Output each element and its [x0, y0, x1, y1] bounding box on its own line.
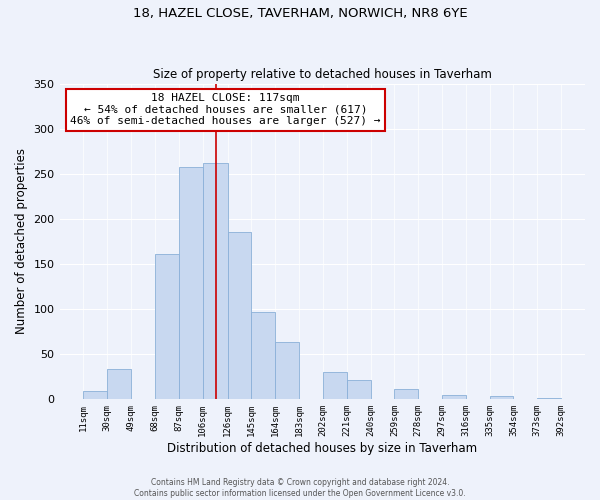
Text: 18 HAZEL CLOSE: 117sqm
← 54% of detached houses are smaller (617)
46% of semi-de: 18 HAZEL CLOSE: 117sqm ← 54% of detached… — [70, 93, 380, 126]
Bar — [275, 342, 299, 400]
Bar — [394, 390, 418, 400]
Text: Contains HM Land Registry data © Crown copyright and database right 2024.
Contai: Contains HM Land Registry data © Crown c… — [134, 478, 466, 498]
Bar — [251, 312, 275, 400]
Text: 18, HAZEL CLOSE, TAVERHAM, NORWICH, NR8 6YE: 18, HAZEL CLOSE, TAVERHAM, NORWICH, NR8 … — [133, 8, 467, 20]
Title: Size of property relative to detached houses in Taverham: Size of property relative to detached ho… — [153, 68, 492, 81]
Bar — [323, 372, 347, 400]
Bar — [107, 368, 131, 400]
Bar — [537, 398, 561, 400]
Bar — [179, 166, 203, 400]
Bar — [203, 163, 227, 400]
Bar — [227, 232, 251, 400]
X-axis label: Distribution of detached houses by size in Taverham: Distribution of detached houses by size … — [167, 442, 478, 455]
Bar — [347, 380, 371, 400]
Bar — [442, 395, 466, 400]
Bar — [83, 391, 107, 400]
Bar — [490, 396, 514, 400]
Y-axis label: Number of detached properties: Number of detached properties — [15, 148, 28, 334]
Bar — [155, 254, 179, 400]
